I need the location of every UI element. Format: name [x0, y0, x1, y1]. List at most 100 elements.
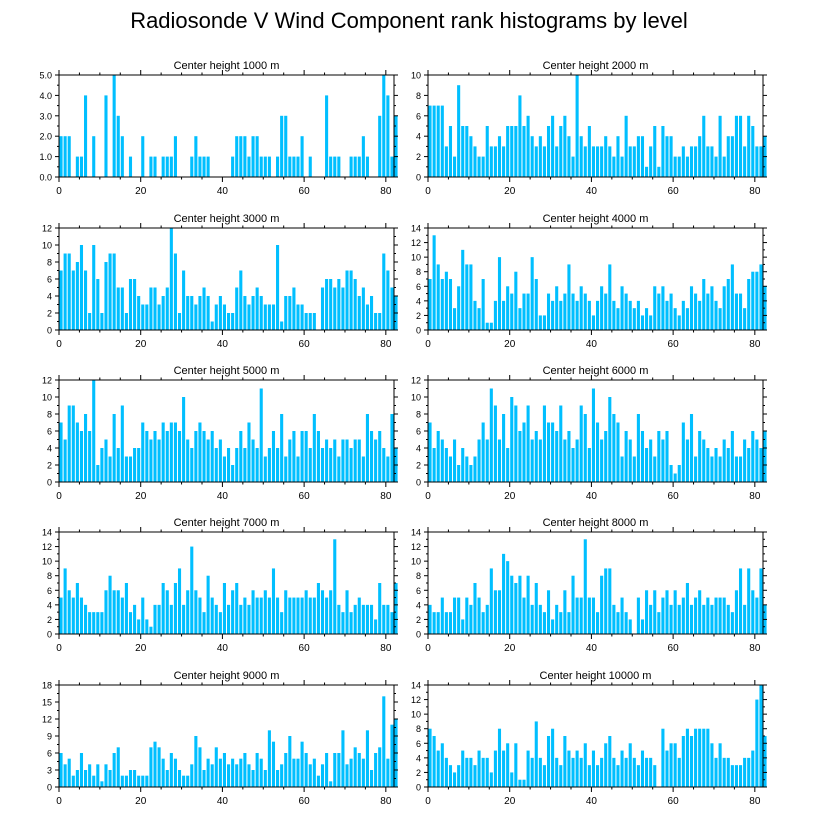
histogram-bar — [149, 287, 153, 330]
histogram-bar — [759, 568, 763, 634]
x-tick-label: 0 — [56, 491, 62, 502]
x-tick-label: 40 — [586, 339, 598, 350]
histogram-bar — [555, 286, 559, 330]
y-tick-label: 2 — [416, 152, 421, 162]
histogram-bar — [681, 422, 685, 482]
histogram-bar — [251, 770, 255, 787]
histogram-bar — [173, 136, 177, 177]
histogram-bar — [689, 286, 694, 330]
histogram-bar — [308, 156, 312, 177]
histogram-bar — [267, 597, 271, 634]
histogram-bar — [469, 465, 473, 482]
histogram-bar — [448, 765, 453, 787]
histogram-bar — [620, 156, 624, 177]
histogram-bar — [743, 439, 747, 482]
y-tick-label: 6 — [416, 427, 421, 437]
histogram-bar — [571, 448, 575, 482]
histogram-bar — [465, 264, 469, 330]
histogram-bar — [202, 431, 206, 482]
x-tick-label: 20 — [135, 186, 147, 197]
histogram-bar — [341, 439, 345, 482]
histogram-bar — [120, 405, 124, 482]
histogram-bar — [542, 405, 546, 482]
histogram-bar — [320, 287, 325, 330]
histogram-bar — [477, 156, 481, 177]
histogram-bar — [312, 758, 316, 787]
histogram-bar — [461, 750, 465, 787]
x-tick-label: 0 — [425, 339, 431, 350]
histogram-bar — [141, 775, 145, 787]
histogram-bar — [628, 146, 632, 177]
histogram-bar — [440, 105, 444, 177]
histogram-bar — [542, 315, 546, 330]
histogram-bar — [239, 136, 243, 177]
y-tick-label: 0 — [416, 326, 421, 336]
histogram-bar — [320, 590, 325, 634]
histogram-bar — [604, 568, 608, 634]
histogram-bar — [96, 764, 100, 787]
histogram-bar — [616, 308, 620, 330]
histogram-bar — [632, 308, 636, 330]
x-tick-label: 40 — [217, 339, 229, 350]
histogram-bar — [169, 156, 173, 177]
histogram-bar — [681, 146, 685, 177]
histogram-bar — [518, 308, 522, 330]
x-tick-label: 60 — [299, 643, 311, 654]
histogram-bar — [624, 612, 628, 634]
histogram-bar — [345, 439, 349, 482]
histogram-bar — [382, 448, 386, 482]
panel-title: Center height 10000 m — [540, 670, 652, 682]
histogram-bar — [571, 156, 575, 177]
histogram-bar — [583, 414, 587, 482]
y-tick-label: 14 — [411, 528, 421, 538]
histogram-bar — [325, 279, 329, 330]
histogram-bar — [194, 431, 198, 482]
histogram-bar — [304, 753, 308, 787]
histogram-bar — [567, 612, 571, 634]
histogram-bar — [100, 313, 104, 330]
histogram-bar — [369, 431, 374, 482]
x-tick-label: 0 — [56, 643, 62, 654]
histogram-bar — [92, 380, 96, 482]
y-tick-label: 0 — [47, 478, 52, 488]
histogram-bar — [718, 456, 722, 482]
histogram-bar — [763, 736, 767, 787]
histogram-bar — [280, 612, 284, 634]
histogram-bar — [755, 146, 759, 177]
histogram-bar — [120, 775, 124, 787]
histogram-bar — [453, 439, 457, 482]
y-tick-label: 8 — [416, 571, 421, 581]
y-tick-label: 3 — [47, 766, 52, 776]
x-tick-label: 80 — [749, 643, 761, 654]
histogram-bar — [563, 590, 567, 634]
histogram-bar — [485, 757, 489, 787]
histogram-bar — [67, 590, 71, 634]
histogram-bar — [432, 612, 436, 634]
x-tick-label: 80 — [749, 339, 761, 350]
histogram-bar — [657, 293, 661, 330]
histogram-bar — [510, 772, 514, 787]
histogram-bar — [84, 414, 88, 482]
histogram-bar — [555, 604, 559, 634]
histogram-bar — [259, 296, 263, 330]
x-tick-label: 40 — [217, 491, 229, 502]
histogram-bar — [502, 553, 506, 634]
histogram-bar — [79, 431, 84, 482]
histogram-bar — [300, 431, 304, 482]
histogram-bar — [149, 747, 153, 787]
histogram-bar — [591, 388, 595, 482]
x-tick-label: 40 — [217, 643, 229, 654]
y-tick-label: 4 — [416, 132, 421, 142]
histogram-bar — [128, 156, 133, 177]
histogram-bar — [677, 315, 681, 330]
y-tick-label: 2 — [416, 461, 421, 471]
x-tick-label: 80 — [380, 491, 392, 502]
histogram-bar — [300, 741, 304, 787]
histogram-bar — [669, 743, 673, 787]
histogram-bar — [587, 597, 591, 634]
histogram-bar — [506, 448, 510, 482]
histogram-bar — [669, 136, 673, 177]
y-tick-label: 2 — [47, 461, 52, 471]
histogram-bar — [104, 590, 108, 634]
histogram-bar — [440, 279, 444, 330]
